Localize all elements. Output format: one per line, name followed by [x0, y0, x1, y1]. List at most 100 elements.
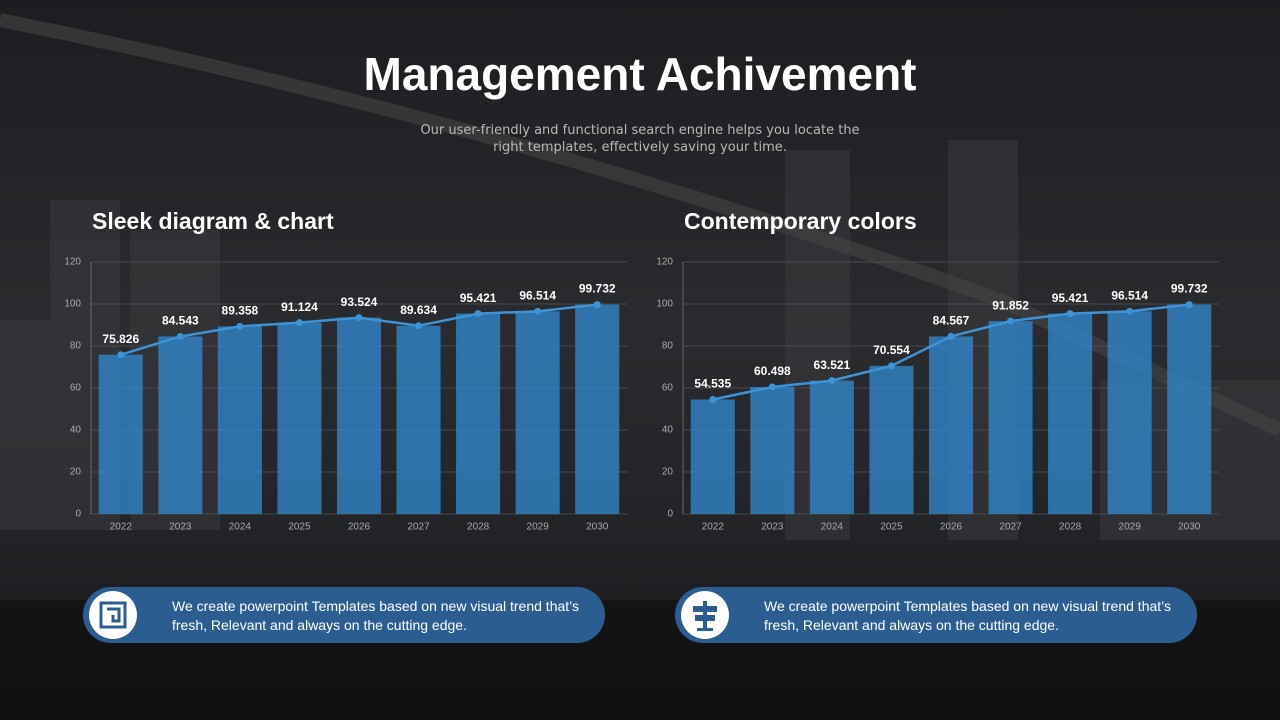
- sign-icon: [693, 601, 717, 631]
- trend-point: [117, 351, 125, 359]
- bar: [690, 399, 735, 514]
- bar: [98, 354, 143, 514]
- x-tick-label: 2025: [288, 522, 311, 533]
- bar: [1167, 304, 1212, 514]
- value-label: 96.514: [1111, 288, 1148, 302]
- x-tick-label: 2023: [761, 522, 784, 533]
- trend-point: [709, 395, 717, 403]
- y-tick-label: 0: [667, 509, 673, 520]
- slide-title: Management Achivement: [364, 48, 917, 100]
- x-tick-label: 2030: [1178, 522, 1201, 533]
- value-label: 75.826: [102, 332, 139, 346]
- trend-point: [534, 307, 542, 315]
- value-label: 84.543: [162, 314, 199, 328]
- value-label: 89.634: [400, 303, 437, 317]
- trend-point: [355, 314, 363, 322]
- x-tick-label: 2030: [586, 522, 609, 533]
- bar: [515, 311, 560, 514]
- trend-point: [887, 362, 895, 370]
- trend-point: [1066, 310, 1074, 318]
- bridge: [0, 13, 1280, 437]
- bar: [575, 304, 620, 514]
- value-label: 95.421: [1052, 291, 1089, 305]
- y-tick-label: 60: [662, 383, 674, 394]
- chart-title: Contemporary colors: [684, 208, 917, 234]
- trend-point: [1126, 307, 1134, 315]
- bar: [869, 365, 914, 514]
- value-label: 93.524: [341, 295, 378, 309]
- maze-icon: [99, 601, 127, 629]
- icon: [681, 591, 729, 639]
- value-label: 54.535: [694, 377, 731, 391]
- value-label: 95.421: [460, 291, 497, 305]
- value-label: 60.498: [754, 364, 791, 378]
- bar: [988, 321, 1033, 514]
- x-tick-label: 2028: [467, 522, 490, 533]
- value-label: 99.732: [1171, 282, 1208, 296]
- x-tick-label: 2026: [940, 522, 963, 533]
- value-label: 84.567: [933, 314, 970, 328]
- y-tick-label: 40: [662, 425, 674, 436]
- value-label: 91.852: [992, 298, 1029, 312]
- bar: [277, 322, 322, 514]
- value-label: 89.358: [222, 304, 259, 318]
- value-label: 96.514: [519, 288, 556, 302]
- trend-point: [474, 310, 482, 318]
- bar: [158, 336, 203, 514]
- value-label: 91.124: [281, 300, 318, 314]
- trend-point: [1185, 301, 1193, 309]
- y-tick-label: 80: [662, 341, 674, 352]
- trend-point: [236, 322, 244, 330]
- bar: [217, 326, 262, 514]
- x-tick-label: 2024: [229, 522, 252, 533]
- x-tick-label: 2029: [1119, 522, 1142, 533]
- trend-point: [415, 322, 423, 330]
- callout: We create powerpoint Templates based on …: [675, 587, 1197, 643]
- subtitle: Our user-friendly and functional search …: [420, 123, 860, 155]
- bar: [1107, 311, 1152, 514]
- callout: We create powerpoint Templates based on …: [83, 587, 605, 643]
- y-tick-label: 60: [70, 383, 82, 394]
- x-tick-label: 2022: [702, 522, 725, 533]
- y-tick-label: 40: [70, 425, 82, 436]
- x-tick-label: 2029: [527, 522, 550, 533]
- x-tick-label: 2028: [1059, 522, 1082, 533]
- bar: [809, 380, 854, 514]
- bar: [456, 313, 501, 514]
- trend-point: [768, 383, 776, 391]
- trend-point: [593, 301, 601, 309]
- bar: [750, 386, 795, 514]
- y-tick-label: 0: [75, 509, 81, 520]
- value-label: 63.521: [814, 358, 851, 372]
- trend-point: [1007, 317, 1015, 325]
- x-tick-label: 2022: [110, 522, 133, 533]
- trend-point: [828, 377, 836, 385]
- y-tick-label: 120: [656, 257, 673, 268]
- y-tick-label: 100: [64, 299, 81, 310]
- trend-point: [295, 319, 303, 327]
- x-tick-label: 2023: [169, 522, 192, 533]
- trend-point: [176, 332, 184, 340]
- y-tick-label: 120: [64, 257, 81, 268]
- callout-text: We create powerpoint Templates based on …: [172, 598, 580, 633]
- chart-title: Sleek diagram & chart: [92, 208, 334, 234]
- y-tick-label: 20: [70, 467, 82, 478]
- x-tick-label: 2027: [999, 522, 1022, 533]
- y-tick-label: 80: [70, 341, 82, 352]
- x-tick-label: 2025: [880, 522, 903, 533]
- y-tick-label: 20: [662, 467, 674, 478]
- value-label: 70.554: [873, 343, 910, 357]
- trend-point: [947, 332, 955, 340]
- x-tick-label: 2027: [407, 522, 430, 533]
- bar: [928, 336, 974, 514]
- x-tick-label: 2026: [348, 522, 371, 533]
- bar: [396, 325, 441, 514]
- x-tick-label: 2024: [821, 522, 844, 533]
- bar: [336, 317, 382, 514]
- icon: [89, 591, 137, 639]
- bar: [1048, 313, 1093, 514]
- y-tick-label: 100: [656, 299, 673, 310]
- callout-text: We create powerpoint Templates based on …: [764, 598, 1172, 633]
